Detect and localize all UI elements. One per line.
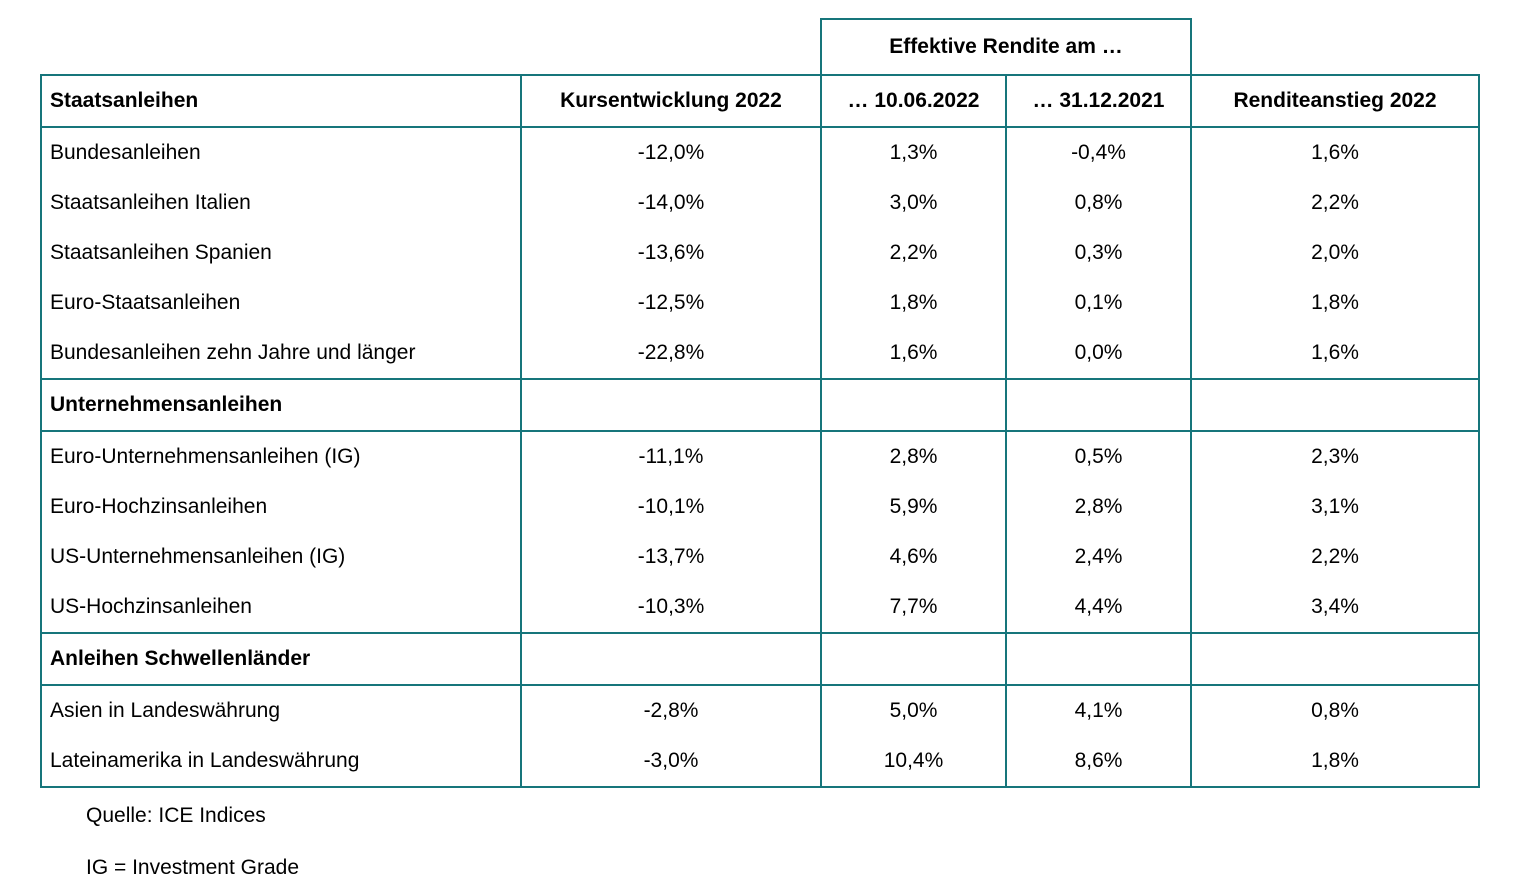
- section-label: Unternehmensanleihen: [40, 378, 522, 432]
- section-header-row: Unternehmensanleihen: [40, 378, 1480, 432]
- cell-value: -2,8%: [520, 685, 822, 736]
- row-label: Lateinamerika in Landeswährung: [40, 736, 522, 788]
- cell-value: [1190, 378, 1480, 432]
- cell-value: 0,1%: [1005, 278, 1192, 328]
- cell-value: 2,2%: [1190, 532, 1480, 582]
- cell-value: -12,0%: [520, 127, 822, 178]
- cell-value: 2,8%: [1005, 482, 1192, 532]
- spanner-row: Effektive Rendite am …: [41, 18, 1479, 76]
- cell-value: 8,6%: [1005, 736, 1192, 788]
- column-header-renditeanstieg: Renditeanstieg 2022: [1190, 74, 1480, 128]
- cell-value: 4,6%: [820, 532, 1007, 582]
- cell-value: [1190, 632, 1480, 686]
- cell-value: 2,2%: [1190, 178, 1480, 228]
- cell-value: 5,0%: [820, 685, 1007, 736]
- cell-value: -3,0%: [520, 736, 822, 788]
- column-header-date-2021: … 31.12.2021: [1005, 74, 1192, 128]
- bond-returns-table: Effektive Rendite am … Staatsanleihen Ku…: [40, 18, 1480, 788]
- cell-value: 4,4%: [1005, 582, 1192, 633]
- cell-value: -12,5%: [520, 278, 822, 328]
- cell-value: [820, 632, 1007, 686]
- table-row: Euro-Unternehmensanleihen (IG) -11,1% 2,8%…: [40, 431, 1480, 482]
- row-label: US-Hochzinsanleihen: [40, 582, 522, 633]
- table-row: Bundesanleihen -12,0% 1,3% -0,4% 1,6%: [40, 127, 1480, 178]
- cell-value: 0,3%: [1005, 228, 1192, 278]
- cell-value: [520, 632, 822, 686]
- cell-value: -10,1%: [520, 482, 822, 532]
- spanner-header: Effektive Rendite am …: [820, 18, 1192, 76]
- row-label: Asien in Landeswährung: [40, 685, 522, 736]
- row-label: Bundesanleihen zehn Jahre und länger: [40, 328, 522, 379]
- column-header-row: Staatsanleihen Kursentwicklung 2022 … 10…: [40, 74, 1480, 128]
- cell-value: 2,8%: [820, 431, 1007, 482]
- cell-value: [1005, 378, 1192, 432]
- cell-value: 1,8%: [820, 278, 1007, 328]
- table-row: Staatsanleihen Spanien -13,6% 2,2% 0,3% 2,0%: [40, 228, 1480, 278]
- column-header-staatsanleihen: Staatsanleihen: [40, 74, 522, 128]
- cell-value: -0,4%: [1005, 127, 1192, 178]
- cell-value: 1,3%: [820, 127, 1007, 178]
- cell-value: 10,4%: [820, 736, 1007, 788]
- cell-value: 2,4%: [1005, 532, 1192, 582]
- row-label: Euro-Hochzinsanleihen: [40, 482, 522, 532]
- row-label: Bundesanleihen: [40, 127, 522, 178]
- cell-value: 1,8%: [1190, 736, 1480, 788]
- ig-abbreviation-note: IG = Investment Grade: [86, 856, 300, 879]
- cell-value: -10,3%: [520, 582, 822, 633]
- row-label: US-Unternehmensanleihen (IG): [40, 532, 522, 582]
- section-label: Anleihen Schwellenländer: [40, 632, 522, 686]
- cell-value: 7,7%: [820, 582, 1007, 633]
- row-label: Euro-Unternehmensanleihen (IG): [40, 431, 522, 482]
- cell-value: 5,9%: [820, 482, 1007, 532]
- cell-value: -13,7%: [520, 532, 822, 582]
- table-row: Staatsanleihen Italien -14,0% 3,0% 0,8% 2,2%: [40, 178, 1480, 228]
- row-label: Staatsanleihen Spanien: [40, 228, 522, 278]
- cell-value: 1,6%: [1190, 328, 1480, 379]
- section-header-row: Anleihen Schwellenländer: [40, 632, 1480, 686]
- cell-value: 1,6%: [820, 328, 1007, 379]
- table-row: US-Unternehmensanleihen (IG) -13,7% 4,6% 2,…: [40, 532, 1480, 582]
- cell-value: 3,1%: [1190, 482, 1480, 532]
- cell-value: 1,8%: [1190, 278, 1480, 328]
- spanner-blank-right: [1191, 19, 1479, 75]
- row-label: Euro-Staatsanleihen: [40, 278, 522, 328]
- cell-value: 2,0%: [1190, 228, 1480, 278]
- column-header-kursentwicklung: Kursentwicklung 2022: [520, 74, 822, 128]
- cell-value: 2,3%: [1190, 431, 1480, 482]
- source-note: Quelle: ICE Indices: [86, 804, 266, 827]
- cell-value: 4,1%: [1005, 685, 1192, 736]
- cell-value: 0,5%: [1005, 431, 1192, 482]
- cell-value: -22,8%: [520, 328, 822, 379]
- cell-value: -11,1%: [520, 431, 822, 482]
- column-header-date-2022: … 10.06.2022: [820, 74, 1007, 128]
- cell-value: 3,4%: [1190, 582, 1480, 633]
- cell-value: 0,8%: [1005, 178, 1192, 228]
- table-row: Euro-Staatsanleihen -12,5% 1,8% 0,1% 1,8%: [40, 278, 1480, 328]
- cell-value: [820, 378, 1007, 432]
- table-row: Asien in Landeswährung -2,8% 5,0% 4,1% 0,8%: [40, 685, 1480, 736]
- cell-value: 2,2%: [820, 228, 1007, 278]
- table-row: Lateinamerika in Landeswährung -3,0% 10,4%…: [40, 736, 1480, 788]
- cell-value: [520, 378, 822, 432]
- cell-value: -13,6%: [520, 228, 822, 278]
- table-row: US-Hochzinsanleihen -10,3% 7,7% 4,4% 3,4%: [40, 582, 1480, 633]
- cell-value: -14,0%: [520, 178, 822, 228]
- row-label: Staatsanleihen Italien: [40, 178, 522, 228]
- cell-value: 0,0%: [1005, 328, 1192, 379]
- cell-value: 1,6%: [1190, 127, 1480, 178]
- table-row: Euro-Hochzinsanleihen -10,1% 5,9% 2,8% 3,1%: [40, 482, 1480, 532]
- cell-value: [1005, 632, 1192, 686]
- cell-value: 3,0%: [820, 178, 1007, 228]
- spanner-blank-left: [41, 19, 821, 75]
- table-row: Bundesanleihen zehn Jahre und länger -22,…: [40, 328, 1480, 379]
- cell-value: 0,8%: [1190, 685, 1480, 736]
